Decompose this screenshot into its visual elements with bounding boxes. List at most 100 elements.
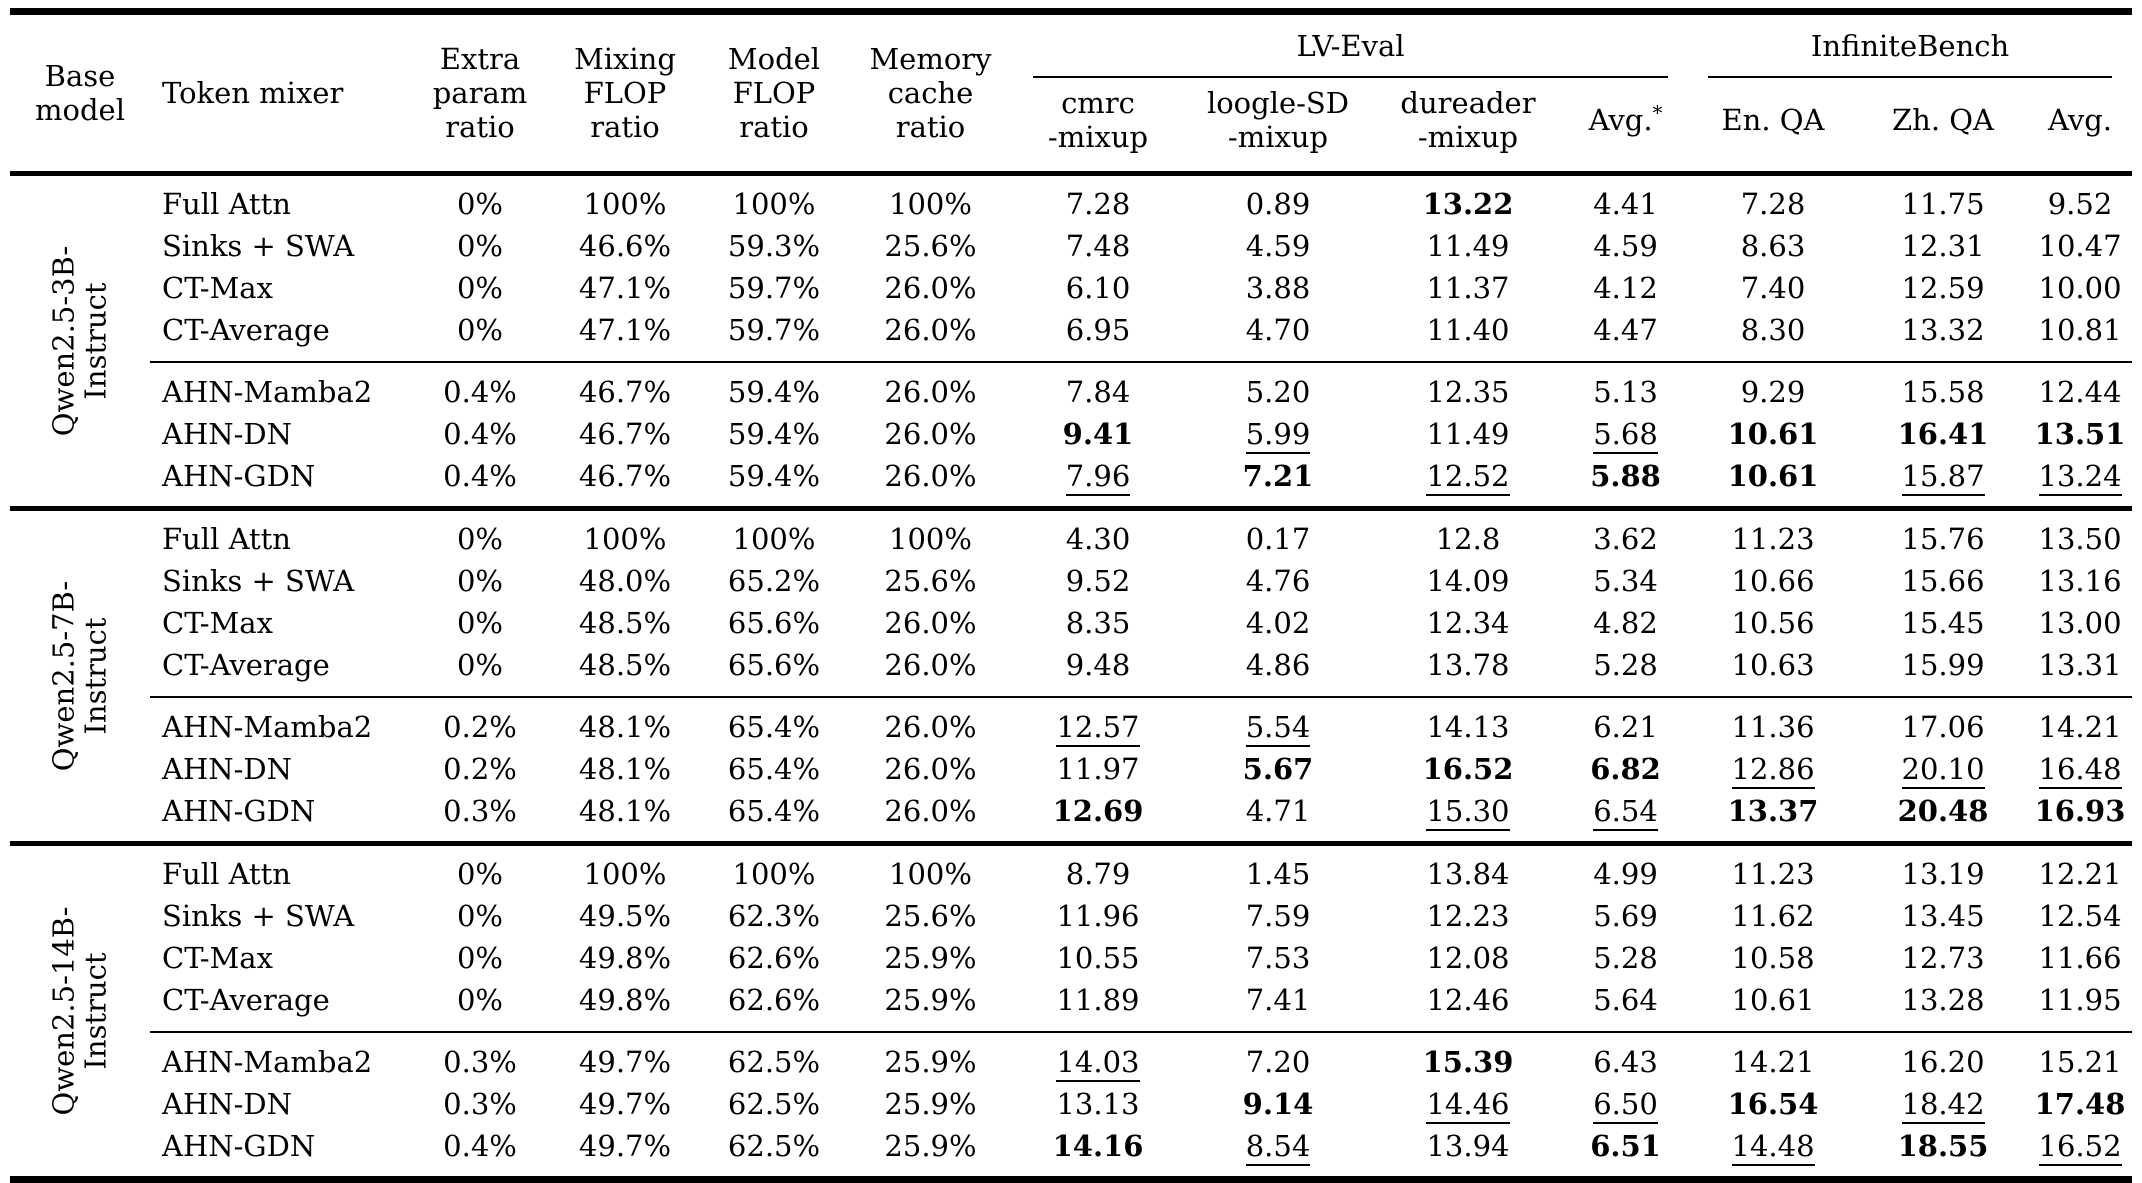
value-cell: 0% [456, 648, 503, 683]
value-cell: 17.06 [1858, 695, 2029, 749]
value-cell: 13.31 [2038, 648, 2122, 683]
value-cell: 7.28 [1065, 187, 1131, 222]
value-cell: 26.0% [884, 459, 977, 494]
value-cell: 65.2% [727, 564, 821, 599]
value-cell: 25.9% [884, 983, 977, 1018]
value-cell: 1.45 [1245, 857, 1311, 892]
value-cell: 6.21 [1563, 695, 1689, 749]
header-lv-eval-avg: Avg.* [1588, 101, 1663, 138]
value-cell: 0% [456, 271, 503, 306]
value-cell: 100% [889, 522, 972, 557]
value-cell: 49.7% [550, 1030, 700, 1084]
table-row: AHN-Mamba2 0.2% 48.1% 65.4% 26.0% 12.57 5.54 14… [10, 695, 2133, 749]
value-cell: 9.52 [2047, 187, 2113, 222]
value-cell: 59.7% [727, 271, 821, 306]
table-row: Qwen2.5-3B- Instruct Full Attn 0% 100% 100% 10… [10, 173, 2132, 436]
header-base-model-line2: model [35, 92, 125, 127]
value-cell: 65.4% [727, 794, 821, 829]
value-cell: 0% [456, 313, 503, 348]
table-row: AHN-Mamba2 0.3% 49.7% 62.5% 25.9% 14.03 7.20 15… [10, 1030, 2133, 1084]
table-row: AHN-DN 0.4% 46.7% 59.4% 26.0% 9.41 5.99 11.49 5.… [10, 414, 2132, 456]
header-row-subcolumns: cmrc -mixup loogle-SD -mixup dureader -m… [10, 78, 2132, 173]
value-cell: 10.47 [2038, 229, 2122, 264]
value-cell: 65.6% [727, 648, 821, 683]
value-cell: 15.39 [1373, 1030, 1563, 1084]
base-model-label: Qwen2.5-3B- Instruct [10, 173, 150, 508]
value-cell: 26.0% [884, 313, 977, 348]
value-cell: 11.49 [1426, 229, 1510, 264]
value-cell: 100% [583, 187, 667, 222]
token-mixer-cell: AHN-GDN [162, 794, 316, 829]
value-cell: 46.6% [578, 229, 672, 264]
value-cell: 0% [456, 229, 503, 264]
value-cell: 11.40 [1426, 313, 1510, 348]
value-cell: 20.48 [1897, 794, 1989, 829]
value-cell: 5.99 [1183, 414, 1373, 456]
token-mixer-cell: Sinks + SWA [162, 564, 355, 599]
value-cell: 0% [456, 522, 503, 557]
value-cell: 48.1% [550, 695, 700, 749]
value-cell: 3.62 [1593, 522, 1658, 557]
value-cell: 15.58 [1858, 360, 2029, 414]
value-cell: 13.78 [1426, 648, 1510, 683]
value-cell: 11.97 [1056, 752, 1140, 787]
table-row: Sinks + SWA 0% 46.6% 59.3% 25.6% 7.48 4.59 11.4… [10, 226, 2132, 268]
table-row: AHN-DN 0.3% 49.7% 62.5% 25.9% 13.13 9.14 14.46 6… [10, 1084, 2132, 1126]
value-cell: 10.61 [1727, 459, 1819, 494]
value-cell: 26.0% [884, 648, 977, 683]
value-cell: 16.20 [1858, 1030, 2029, 1084]
value-cell: 8.54 [1183, 1126, 1373, 1180]
value-cell: 11.37 [1426, 271, 1510, 306]
value-cell: 14.21 [1688, 1030, 1859, 1084]
value-cell: 7.53 [1245, 941, 1311, 976]
value-cell: 14.03 [1013, 1030, 1183, 1084]
base-model-rotated-text: Qwen2.5-7B- Instruct [46, 580, 113, 771]
value-cell: 14.16 [1052, 1129, 1144, 1164]
value-cell: 49.8% [578, 941, 672, 976]
value-cell: 5.13 [1563, 360, 1689, 414]
value-cell: 10.00 [2038, 271, 2122, 306]
value-cell: 12.59 [1901, 271, 1985, 306]
value-cell: 26.0% [884, 752, 977, 787]
token-mixer-cell: Full Attn [162, 857, 291, 892]
value-cell: 9.29 [1688, 360, 1859, 414]
token-mixer-cell: Full Attn [162, 187, 291, 222]
value-cell: 7.96 [1013, 456, 1183, 509]
value-cell: 62.5% [727, 1129, 821, 1164]
token-mixer-cell: AHN-GDN [162, 459, 316, 494]
value-cell: 62.3% [727, 899, 821, 934]
token-mixer-cell: Sinks + SWA [162, 899, 355, 934]
value-cell: 4.30 [1065, 522, 1131, 557]
value-cell: 10.63 [1731, 648, 1815, 683]
value-cell: 49.5% [578, 899, 672, 934]
value-cell: 8.63 [1740, 229, 1806, 264]
value-cell: 12.44 [2028, 360, 2133, 414]
paper-table-page: Base model Token mixer Extra param ratio… [10, 8, 2133, 1180]
header-zh-qa: Zh. QA [1892, 103, 1994, 138]
value-cell: 13.84 [1426, 857, 1510, 892]
token-mixer-cell: CT-Average [162, 983, 330, 1018]
value-cell: 12.8 [1435, 522, 1501, 557]
table-row: AHN-GDN 0.3% 48.1% 65.4% 26.0% 12.69 4.71 15.30… [10, 791, 2132, 844]
value-cell: 0% [456, 899, 503, 934]
value-cell: 12.31 [1901, 229, 1985, 264]
value-cell: 12.08 [1426, 941, 1510, 976]
value-cell: 49.7% [578, 1087, 672, 1122]
group-qwen2-5-14b-instruct: Qwen2.5-14B- Instruct Full Attn 0% 100% 100% 1… [10, 843, 2133, 1180]
value-cell: 25.6% [884, 899, 977, 934]
header-token-mixer-label: Token mixer [162, 75, 344, 110]
value-cell: 5.68 [1563, 414, 1688, 456]
header-base-model-line1: Base [44, 58, 116, 93]
value-cell: 100% [732, 187, 816, 222]
value-cell: 4.02 [1245, 606, 1311, 641]
results-table: Base model Token mixer Extra param ratio… [10, 8, 2133, 1183]
value-cell: 5.28 [1593, 648, 1658, 683]
value-cell: 12.69 [1052, 794, 1144, 829]
value-cell: 25.9% [884, 1087, 977, 1122]
value-cell: 11.89 [1056, 983, 1140, 1018]
value-cell: 59.4% [700, 360, 848, 414]
header-token-mixer: Token mixer [150, 12, 410, 174]
header-base-model: Base model [10, 12, 150, 174]
value-cell: 48.5% [578, 648, 672, 683]
token-mixer-cell: AHN-GDN [162, 1129, 316, 1164]
